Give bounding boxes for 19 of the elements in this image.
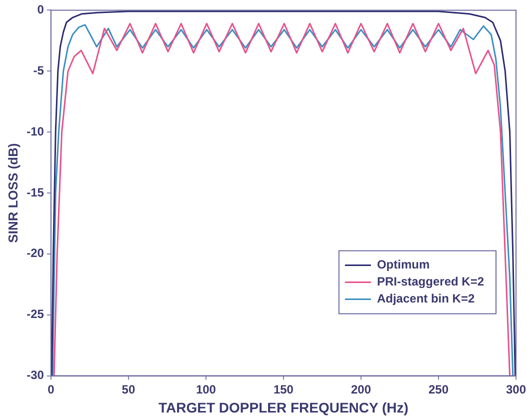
x-tick-label: 100 xyxy=(196,382,216,396)
y-axis-title: SINR LOSS (dB) xyxy=(5,143,20,243)
x-tick-label: 200 xyxy=(350,382,372,396)
y-tick-label: -30 xyxy=(26,368,44,382)
y-tick-label: -15 xyxy=(26,185,44,200)
x-axis-title: TARGET DOPPLER FREQUENCY (Hz) xyxy=(158,399,408,416)
x-tick-label: 250 xyxy=(428,382,449,396)
x-tick-label: 150 xyxy=(273,382,294,396)
y-tick-label: -25 xyxy=(26,307,44,322)
legend-label: PRI-staggered K=2 xyxy=(376,274,484,289)
y-tick-label: 0 xyxy=(37,2,44,17)
y-tick-label: -10 xyxy=(26,124,44,138)
legend-label: Optimum xyxy=(376,258,430,272)
x-tick-label: 50 xyxy=(122,382,136,396)
x-tick-label: 300 xyxy=(506,382,526,396)
y-tick-label: -5 xyxy=(33,63,44,78)
legend-label: Adjacent bin K=2 xyxy=(376,292,475,306)
y-tick-label: -20 xyxy=(26,246,44,260)
x-tick-label: 0 xyxy=(48,382,55,396)
